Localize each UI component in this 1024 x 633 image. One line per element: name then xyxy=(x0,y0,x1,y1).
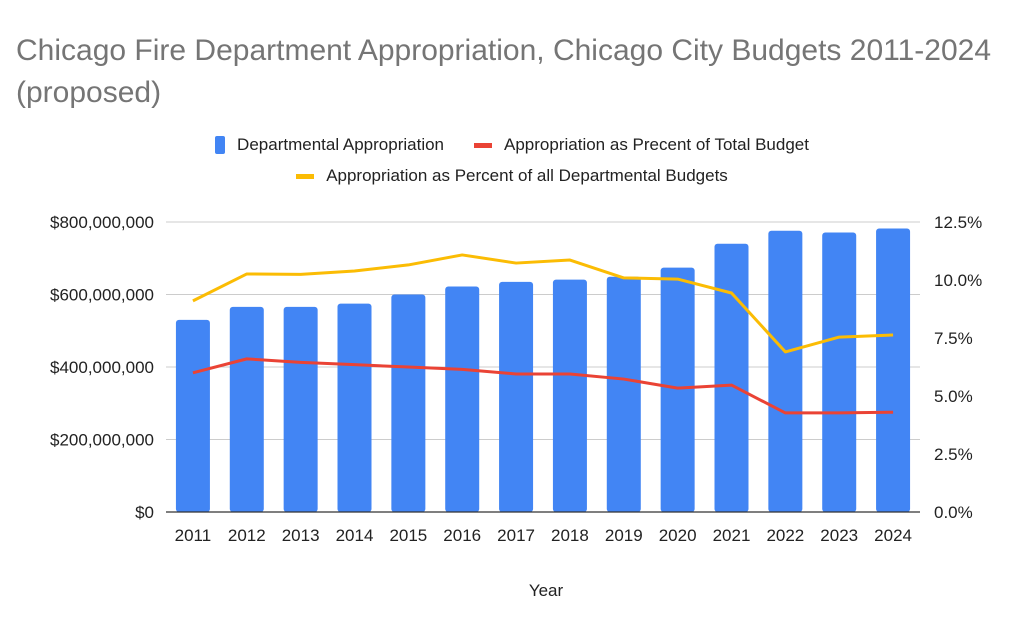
y2-tick-label: 0.0% xyxy=(934,503,973,522)
gridlines xyxy=(166,221,920,440)
y2-tick-label: 5.0% xyxy=(934,387,973,406)
bar[interactable] xyxy=(714,243,749,512)
y-tick-label: $200,000,000 xyxy=(50,431,154,450)
y2-tick-label: 7.5% xyxy=(934,329,973,348)
bar[interactable] xyxy=(822,232,857,512)
y2-tick-label: 10.0% xyxy=(934,271,982,290)
bar[interactable] xyxy=(606,276,641,512)
x-tick-label: 2024 xyxy=(874,526,912,545)
legend-row-1: Departmental Appropriation Appropriation… xyxy=(0,135,1024,155)
bar[interactable] xyxy=(499,281,534,512)
chart-title: Chicago Fire Department Appropriation, C… xyxy=(16,34,991,109)
x-tick-label: 2018 xyxy=(551,526,589,545)
legend-label: Appropriation as Precent of Total Budget xyxy=(504,135,809,154)
x-tick-label: 2020 xyxy=(659,526,697,545)
x-tick-label: 2022 xyxy=(766,526,804,545)
legend-swatch-yellow-icon xyxy=(296,173,315,179)
bar[interactable] xyxy=(445,286,480,512)
x-tick-label: 2019 xyxy=(605,526,643,545)
x-axis-title: Year xyxy=(529,581,564,600)
series-line[interactable] xyxy=(192,253,894,354)
x-tick-label: 2017 xyxy=(497,526,535,545)
legend-label: Appropriation as Percent of all Departme… xyxy=(326,166,728,185)
bar[interactable] xyxy=(229,306,264,512)
bar[interactable] xyxy=(768,230,803,512)
bar[interactable] xyxy=(283,306,318,512)
legend-swatch-red-icon xyxy=(474,142,493,148)
legend-item-yellow-line[interactable]: Appropriation as Percent of all Departme… xyxy=(296,166,728,186)
bar[interactable] xyxy=(876,228,911,512)
legend-item-bar[interactable]: Departmental Appropriation xyxy=(215,135,444,155)
legend-swatch-blue-icon xyxy=(215,136,226,154)
legend-row-2: Appropriation as Percent of all Departme… xyxy=(0,166,1024,186)
x-tick-label: 2021 xyxy=(713,526,751,545)
y2-tick-label: 12.5% xyxy=(934,213,982,232)
legend-label: Departmental Appropriation xyxy=(237,135,445,154)
x-tick-label: 2013 xyxy=(282,526,320,545)
y-tick-label: $0 xyxy=(135,503,154,522)
bar[interactable] xyxy=(552,279,587,512)
axes: $0 $200,000,000 $400,000,000 $600,000,000 $8… xyxy=(50,213,982,545)
bar-series xyxy=(175,228,911,513)
series-line[interactable] xyxy=(192,357,894,415)
y-tick-label: $800,000,000 xyxy=(50,213,154,232)
y-tick-label: $600,000,000 xyxy=(50,286,154,305)
y-tick-label: $400,000,000 xyxy=(50,358,154,377)
bar[interactable] xyxy=(337,303,372,512)
bar[interactable] xyxy=(660,267,695,512)
y2-tick-label: 2.5% xyxy=(934,445,973,464)
line-series xyxy=(192,253,894,415)
x-tick-label: 2016 xyxy=(443,526,481,545)
x-tick-label: 2015 xyxy=(389,526,427,545)
legend-item-red-line[interactable]: Appropriation as Precent of Total Budget xyxy=(474,135,809,155)
x-tick-label: 2012 xyxy=(228,526,266,545)
bar[interactable] xyxy=(175,319,210,512)
x-tick-label: 2023 xyxy=(820,526,858,545)
x-tick-label: 2011 xyxy=(175,526,212,545)
bar[interactable] xyxy=(391,294,426,513)
x-tick-label: 2014 xyxy=(336,526,374,545)
